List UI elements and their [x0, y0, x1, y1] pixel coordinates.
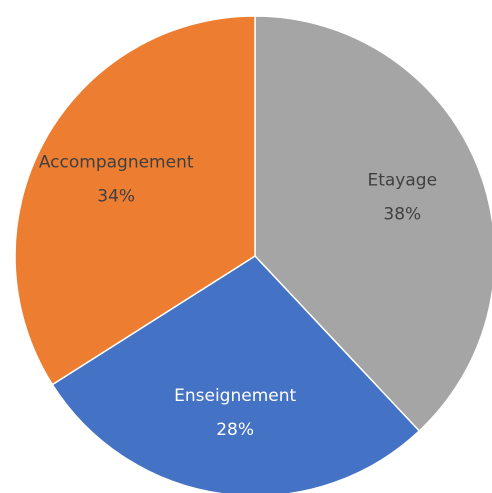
slice-value: 38% — [383, 205, 421, 225]
pie-slice — [51, 255, 421, 493]
slice-value: 28% — [216, 420, 254, 440]
pie-slice — [14, 15, 256, 386]
pie-slice — [254, 15, 492, 433]
slice-label: Etayage — [367, 171, 437, 191]
slice-label: Accompagnement — [39, 153, 194, 173]
slice-value: 34% — [97, 187, 135, 207]
slice-label: Enseignement — [174, 386, 296, 406]
